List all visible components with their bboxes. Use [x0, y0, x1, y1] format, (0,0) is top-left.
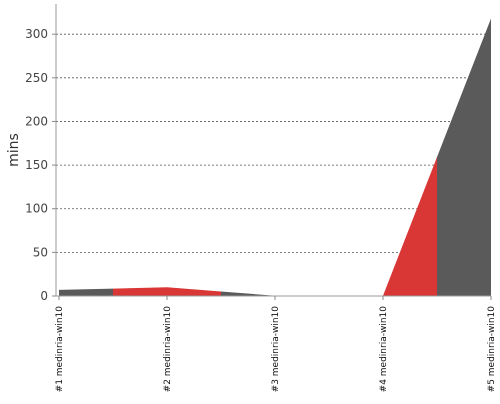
- area-series: [59, 18, 491, 296]
- area-segment-1: [59, 288, 113, 296]
- axes: [52, 4, 492, 300]
- x-tick-label: #1 medinria-win10: [55, 306, 65, 393]
- x-tick-label: #3 medinria-win10: [271, 306, 281, 393]
- area-segment-4: [329, 157, 437, 296]
- y-tick-label: 250: [25, 71, 48, 85]
- area-segment-2: [113, 287, 221, 296]
- x-tick-label: #4 medinria-win10: [379, 306, 389, 393]
- y-tick-label: 150: [25, 158, 48, 172]
- x-tick-labels: #1 medinria-win10 #2 medinria-win10 #3 med…: [55, 306, 497, 393]
- x-tick-label: #5 medinria-win10: [487, 306, 497, 393]
- y-tick-label: 200: [25, 114, 48, 128]
- y-tick-label: 50: [33, 245, 48, 259]
- x-tick-label: #2 medinria-win10: [163, 306, 173, 393]
- gridlines: [56, 33, 491, 253]
- y-tick-labels: 0 50 100 150 200 250 300: [25, 27, 48, 303]
- area-segment-5: [437, 18, 491, 296]
- y-axis-label: mins: [6, 133, 22, 167]
- y-tick-label: 100: [25, 202, 48, 216]
- area-segment-3: [221, 291, 329, 296]
- y-tick-label: 300: [25, 27, 48, 41]
- y-tick-label: 0: [40, 289, 48, 303]
